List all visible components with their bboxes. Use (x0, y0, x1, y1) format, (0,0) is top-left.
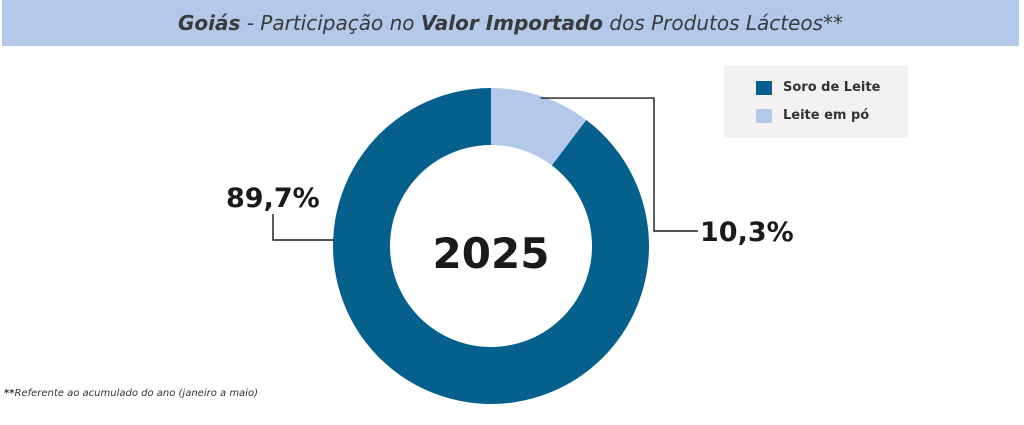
slice-labels: 10,3% 89,7% (226, 183, 794, 248)
legend: Soro de Leite Leite em pó (724, 66, 908, 138)
legend-label-leite-em-po: Leite em pó (783, 108, 870, 123)
legend-item-soro-de-leite: Soro de Leite (756, 80, 880, 95)
leader-line-soro-de-leite (272, 214, 334, 241)
footnote-text: Referente ao acumulado do ano (janeiro a… (14, 388, 258, 399)
center-label: 2025 (433, 229, 550, 278)
donut-slice-soro-de-leite (332, 88, 649, 405)
legend-swatch-leite-em-po (756, 108, 772, 123)
footnote: **Referente ao acumulado do ano (janeiro… (4, 388, 258, 399)
legend-label-soro-de-leite: Soro de Leite (783, 80, 881, 95)
title-part1: - Participação no (240, 11, 421, 35)
title-region: Goiás (177, 11, 241, 35)
leader-line-leite-em-po (540, 97, 698, 232)
donut-slice-leite-em-po (491, 88, 587, 166)
title-emphasis: Valor Importado (420, 11, 604, 35)
footnote-marker: ** (4, 388, 15, 399)
chart-title: Goiás - Participação no Valor Importado … (2, 0, 1019, 46)
donut-slices (332, 88, 649, 405)
leader-lines (272, 97, 698, 241)
slice-label-soro-de-leite: 89,7% (226, 183, 320, 214)
legend-item-leite-em-po: Leite em pó (756, 108, 869, 123)
legend-swatch-soro-de-leite (756, 80, 772, 95)
title-part2: dos Produtos Lácteos** (603, 11, 844, 35)
slice-label-leite-em-po: 10,3% (700, 217, 794, 248)
